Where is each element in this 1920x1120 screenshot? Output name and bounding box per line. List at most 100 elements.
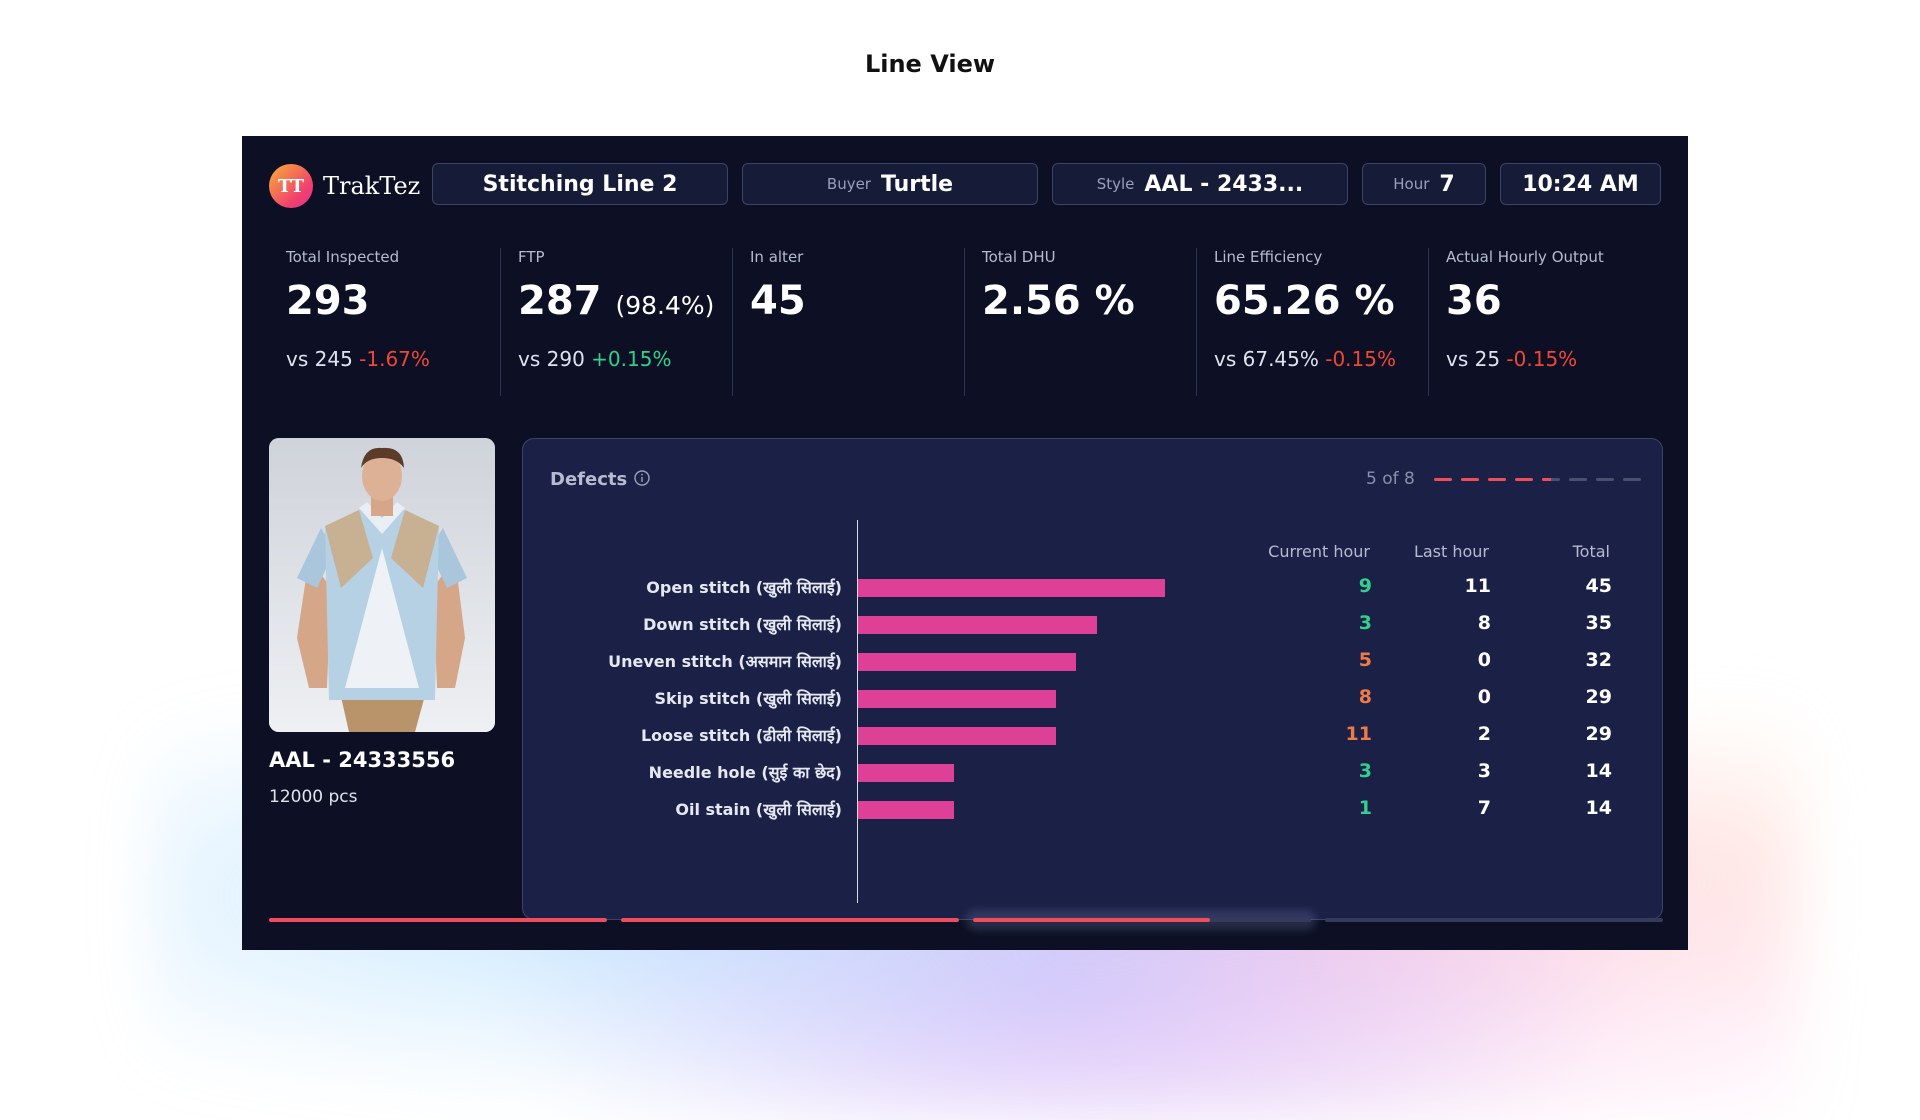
kpi-label: FTP — [518, 248, 545, 266]
defect-label: Open stitch (खुली सिलाई) — [646, 578, 842, 597]
hour-label: Hour — [1393, 175, 1430, 193]
kpi-total-dhu: Total DHU 2.56 % — [982, 248, 1182, 396]
line-name: Stitching Line 2 — [482, 171, 678, 197]
kpi-delta: +0.15% — [591, 347, 672, 371]
last-hour-value: 2 — [1477, 723, 1491, 745]
kpi-delta: -0.15% — [1506, 347, 1578, 371]
kpi-value: 287 (98.4%) — [518, 278, 715, 324]
current-hour-value: 3 — [1358, 612, 1372, 634]
dashboard-panel: TT TrakTez Stitching Line 2 Buyer Turtle… — [242, 136, 1688, 950]
product-code: AAL - 24333556 — [269, 748, 456, 772]
kpi-divider — [500, 248, 501, 396]
defect-row: Oil stain (खुली सिलाई) 1 7 14 — [523, 797, 1664, 822]
pager-dot[interactable] — [1461, 478, 1479, 481]
buyer-selector[interactable]: Buyer Turtle — [742, 163, 1038, 205]
defects-card: Defects 5 of 8 Current hour Last hour To… — [522, 438, 1663, 920]
progress-segment[interactable] — [973, 918, 1311, 922]
kpi-divider — [964, 248, 965, 396]
kpi-compare: vs 25 -0.15% — [1446, 347, 1578, 371]
defect-bar — [858, 801, 954, 819]
last-hour-value: 3 — [1477, 760, 1491, 782]
current-hour-value: 5 — [1358, 649, 1372, 671]
current-hour-value: 3 — [1358, 760, 1372, 782]
defect-label: Skip stitch (खुली सिलाई) — [654, 689, 842, 708]
last-hour-value: 0 — [1477, 686, 1491, 708]
style-selector[interactable]: Style AAL - 2433... — [1052, 163, 1348, 205]
page-title: Line View — [864, 50, 996, 78]
time-display: 10:24 AM — [1500, 163, 1661, 205]
kpi-percent: (98.4%) — [615, 291, 715, 320]
kpi-delta: -1.67% — [359, 347, 430, 371]
pager-dot[interactable] — [1434, 478, 1452, 481]
defect-row: Needle hole (सुई का छेद) 3 3 14 — [523, 760, 1664, 785]
pager-dot[interactable] — [1515, 478, 1533, 481]
style-value: AAL - 2433... — [1144, 171, 1304, 197]
kpi-label: Actual Hourly Output — [1446, 248, 1604, 266]
kpi-value: 2.56 % — [982, 278, 1135, 324]
kpi-actual-hourly-output: Actual Hourly Output 36 vs 25 -0.15% — [1446, 248, 1676, 396]
kpi-compare: vs 67.45% -0.15% — [1214, 347, 1396, 371]
line-selector[interactable]: Stitching Line 2 — [432, 163, 728, 205]
progress-segment[interactable] — [1325, 918, 1663, 922]
pager-dot[interactable] — [1623, 478, 1641, 481]
product-image — [269, 438, 495, 732]
total-value: 14 — [1585, 797, 1612, 819]
current-hour-value: 9 — [1358, 575, 1372, 597]
defect-row: Skip stitch (खुली सिलाई) 8 0 29 — [523, 686, 1664, 711]
progress-fill — [621, 918, 959, 922]
total-value: 35 — [1585, 612, 1612, 634]
progress-segment[interactable] — [621, 918, 959, 922]
last-hour-value: 11 — [1464, 575, 1491, 597]
kpi-compare: vs 290 +0.15% — [518, 347, 672, 371]
kpi-label: Total DHU — [982, 248, 1056, 266]
last-hour-value: 8 — [1477, 612, 1491, 634]
defect-row: Down stitch (खुली सिलाई) 3 8 35 — [523, 612, 1664, 637]
column-header-current-hour: Current hour — [1268, 542, 1370, 561]
kpi-label: Total Inspected — [286, 248, 400, 266]
progress-segment[interactable] — [269, 918, 607, 922]
kpi-value: 36 — [1446, 278, 1502, 324]
kpi-line-efficiency: Line Efficiency 65.26 % vs 67.45% -0.15% — [1214, 248, 1414, 396]
progress-fill — [269, 918, 607, 922]
pager-dot[interactable] — [1488, 478, 1506, 481]
column-header-total: Total — [1572, 542, 1610, 561]
kpi-value: 45 — [750, 278, 806, 324]
defect-label: Loose stitch (ढीली सिलाई) — [640, 726, 842, 745]
pager-text: 5 of 8 — [1366, 469, 1415, 489]
pager-dot[interactable] — [1569, 478, 1587, 481]
defect-bar — [858, 764, 954, 782]
info-icon[interactable] — [634, 470, 650, 486]
pager-dot[interactable] — [1596, 478, 1614, 481]
style-label: Style — [1096, 175, 1135, 193]
logo: TT TrakTez — [269, 163, 420, 209]
buyer-label: Buyer — [826, 175, 871, 193]
defect-bar — [858, 727, 1056, 745]
progress-fill — [973, 918, 1210, 922]
defect-bar — [858, 690, 1056, 708]
defect-label: Needle hole (सुई का छेद) — [648, 763, 842, 782]
total-value: 29 — [1585, 686, 1612, 708]
kpi-label: In alter — [750, 248, 804, 266]
kpi-ftp: FTP 287 (98.4%) vs 290 +0.15% — [518, 248, 718, 396]
kpi-delta: -0.15% — [1325, 347, 1396, 371]
defect-row: Uneven stitch (असमान सिलाई) 5 0 32 — [523, 649, 1664, 674]
hour-selector[interactable]: Hour 7 — [1362, 163, 1486, 205]
defect-bar — [858, 616, 1097, 634]
logo-badge: TT — [269, 164, 313, 208]
logo-text: TrakTez — [323, 172, 421, 200]
current-time: 10:24 AM — [1522, 171, 1639, 197]
kpi-compare: vs 245 -1.67% — [286, 347, 430, 371]
column-header-last-hour: Last hour — [1413, 542, 1489, 561]
current-hour-value: 1 — [1358, 797, 1372, 819]
total-value: 32 — [1585, 649, 1612, 671]
current-hour-value: 11 — [1345, 723, 1372, 745]
kpi-divider — [1196, 248, 1197, 396]
defect-row: Loose stitch (ढीली सिलाई) 11 2 29 — [523, 723, 1664, 748]
kpi-value: 65.26 % — [1214, 278, 1395, 324]
kpi-divider — [732, 248, 733, 396]
defect-bar — [858, 579, 1165, 597]
current-hour-value: 8 — [1358, 686, 1372, 708]
defect-label: Uneven stitch (असमान सिलाई) — [608, 652, 842, 671]
pager-dot[interactable] — [1542, 478, 1560, 481]
hour-value: 7 — [1439, 171, 1455, 197]
